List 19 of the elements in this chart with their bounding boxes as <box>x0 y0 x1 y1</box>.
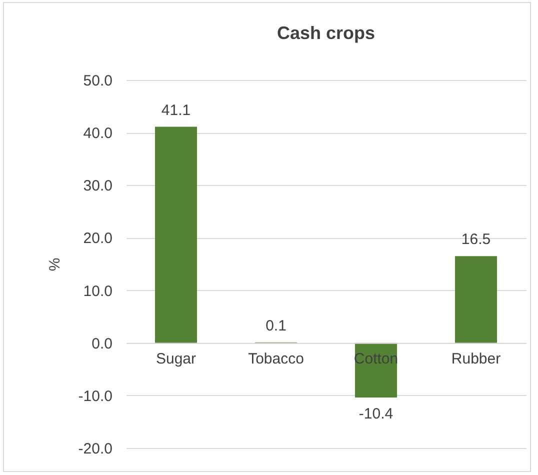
data-label: -10.4 <box>358 406 394 423</box>
y-tick-label: 0.0 <box>92 335 112 352</box>
y-tick-label: -10.0 <box>78 388 112 405</box>
y-tick-label: 50.0 <box>83 72 112 90</box>
data-label: 41.1 <box>161 102 191 119</box>
y-tick-label: 30.0 <box>83 178 112 195</box>
y-tick-label: 20.0 <box>83 230 112 248</box>
x-tick-label: Rubber <box>451 350 501 368</box>
x-tick-label: Sugar <box>156 350 196 368</box>
y-tick-label: 40.0 <box>83 125 112 142</box>
x-tick-label: Tobacco <box>248 350 304 368</box>
chart-title: Cash crops <box>276 23 376 43</box>
bar <box>155 126 197 343</box>
data-label: 16.5 <box>461 231 491 248</box>
y-tick-label: -20.0 <box>78 440 112 458</box>
y-axis-title: % <box>46 258 64 272</box>
bar <box>455 256 497 343</box>
y-tick-label: 10.0 <box>83 282 112 300</box>
data-label: 0.1 <box>266 317 286 334</box>
